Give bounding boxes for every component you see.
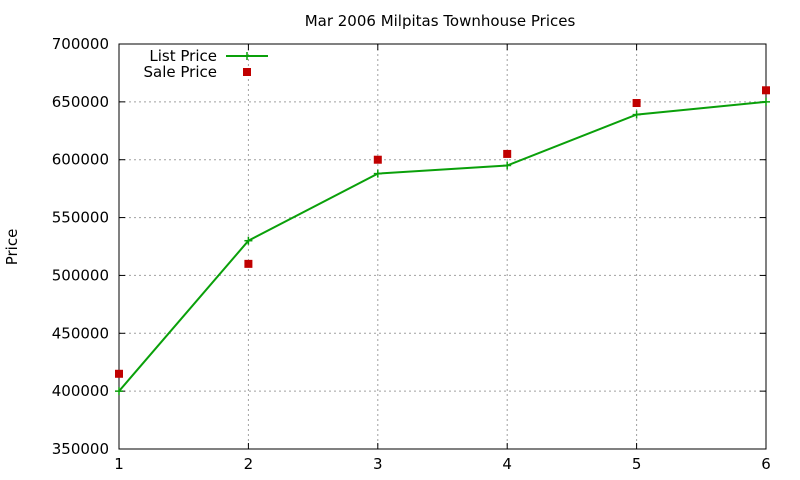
grid: [119, 44, 766, 449]
list-price-point: [244, 236, 253, 245]
y-tick-label: 600000: [52, 151, 109, 169]
legend-label: Sale Price: [144, 63, 217, 81]
y-tick-label: 550000: [52, 209, 109, 227]
legend-label: List Price: [149, 47, 217, 65]
x-tick-label: 4: [502, 455, 512, 473]
list-price-point: [762, 97, 770, 106]
sale-price-point: [115, 369, 123, 378]
x-tick-label: 1: [114, 455, 124, 473]
series: [115, 86, 770, 396]
sale-price-point: [632, 99, 641, 108]
sale-price-point: [373, 155, 382, 164]
legend-square-marker: [243, 68, 251, 76]
y-tick-label: 450000: [52, 324, 109, 342]
y-tick-label: 350000: [52, 440, 109, 458]
sale-price-point: [244, 259, 253, 268]
y-tick-label: 500000: [52, 266, 109, 284]
y-axis-label: Price: [3, 229, 21, 266]
x-tick-label: 3: [373, 455, 383, 473]
list-price-point: [503, 161, 512, 170]
legend-plus-marker: [243, 52, 251, 60]
axis-ticks: 1 2 3 4 5 6 350000 400000 450000 500000 550000 6000…: [52, 35, 771, 473]
y-tick-label: 700000: [52, 35, 109, 53]
plot-frame: [118, 43, 767, 450]
list-price-point: [632, 110, 641, 119]
sale-price-point: [503, 149, 512, 158]
chart-title: Mar 2006 Milpitas Townhouse Prices: [305, 12, 576, 30]
x-tick-label: 5: [632, 455, 642, 473]
sale-price-point: [762, 86, 770, 95]
x-tick-label: 6: [761, 455, 771, 473]
series-line-list-price: [118, 100, 767, 392]
x-tick-label: 2: [244, 455, 254, 473]
y-tick-label: 650000: [52, 93, 109, 111]
list-price-point: [373, 169, 382, 178]
y-tick-label: 400000: [52, 382, 109, 400]
list-price-point: [115, 387, 123, 396]
